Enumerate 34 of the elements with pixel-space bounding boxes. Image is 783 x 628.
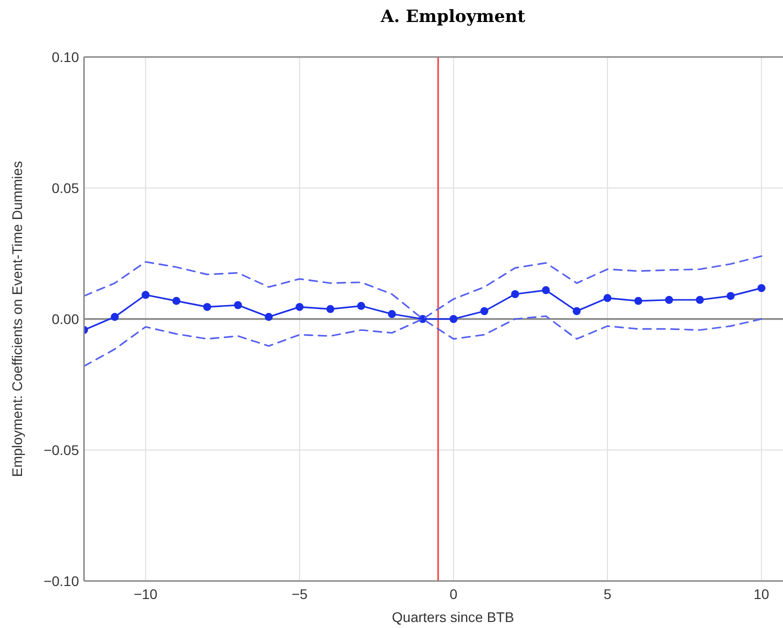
point <box>603 294 612 302</box>
y-axis-title: Employment: Coefficients on Event-Time Dummies <box>9 161 25 477</box>
point <box>757 284 766 292</box>
y-tick-label: 0.00 <box>52 311 80 327</box>
x-axis-title: Quarters since BTB <box>392 609 514 625</box>
point <box>326 305 334 314</box>
chart-title: A. Employment <box>380 7 526 27</box>
point <box>388 310 396 318</box>
x-tick-label: 0 <box>450 586 458 602</box>
point <box>696 296 704 304</box>
x-tick-label: −5 <box>292 586 308 602</box>
point <box>511 290 520 298</box>
point <box>296 302 304 311</box>
y-tick-label: 0.05 <box>52 180 80 196</box>
point <box>542 286 550 294</box>
y-tick-label: −0.10 <box>44 573 80 589</box>
point <box>480 307 488 316</box>
point <box>726 292 735 300</box>
point <box>665 296 674 304</box>
x-tick-label: 10 <box>754 586 770 602</box>
point <box>142 290 150 299</box>
x-tick-label: −10 <box>134 586 158 602</box>
point <box>203 302 212 311</box>
point <box>264 312 273 321</box>
point <box>172 296 180 305</box>
point <box>634 296 642 305</box>
x-tick-label: 5 <box>604 586 612 602</box>
y-tick-label: −0.05 <box>44 442 80 458</box>
point <box>357 302 366 310</box>
point <box>572 307 581 316</box>
point <box>234 301 242 310</box>
point <box>110 312 119 321</box>
y-tick-label: 0.10 <box>52 49 80 65</box>
point <box>450 315 458 323</box>
